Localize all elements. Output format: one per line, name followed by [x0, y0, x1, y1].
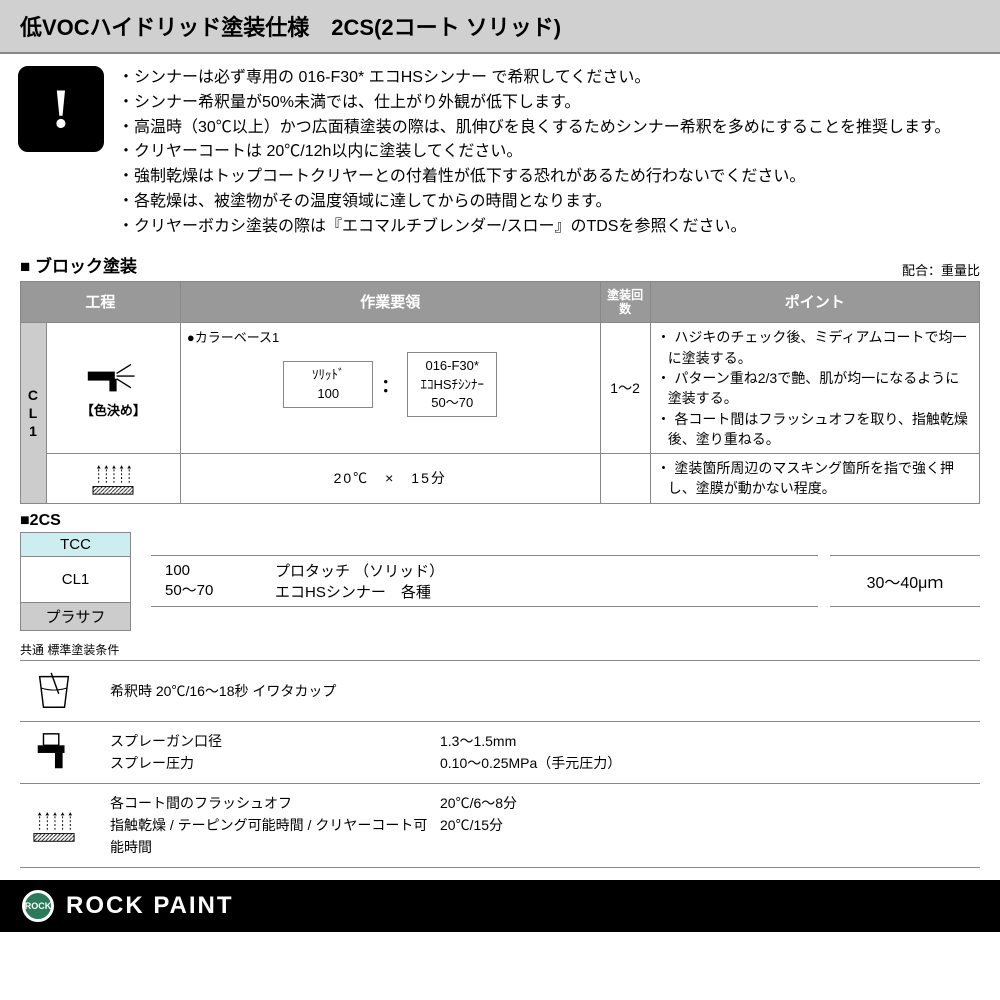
point-item: ・ パターン重ね2/3で艶、肌が均一になるように塗装する。: [657, 368, 973, 409]
note-item: ・各乾燥は、被塗物がその温度領域に達してからの時間となります。: [118, 190, 950, 215]
mix-colon: ：: [381, 372, 399, 398]
stack-values: 100 50～70: [165, 562, 275, 600]
layer-stack-table: TCC CL1 プラサフ: [20, 532, 131, 631]
spray-gun-icon: [86, 358, 140, 396]
note-item: ・クリヤーボカシ塗装の際は『エコマルチブレンダー/スロー』のTDSを参照ください…: [118, 215, 950, 240]
cond-row-1: 希釈時 20℃/16～18秒 イワタカップ: [100, 660, 980, 721]
point-item: ・ 塗装箇所周辺のマスキング箇所を指で強く押し、塗膜が動かない程度。: [657, 458, 973, 499]
layer-cl1: CL1: [21, 556, 131, 602]
cond2-l2: 1.3～1.5mm: [440, 730, 516, 752]
mix-right-top: 016-F30*: [418, 357, 486, 375]
mix-box-right: 016-F30* ｴｺHSﾁｼﾝﾅｰ 50～70: [407, 352, 497, 417]
color-decide-label: 【色決め】: [53, 400, 174, 419]
block-section-title: ■ ブロック塗装 配合：重量比: [0, 248, 1000, 281]
note-item: ・シンナーは必ず専用の 016-F30* エコHSシンナー で希釈してください。: [118, 66, 950, 91]
conditions-table: 希釈時 20℃/16～18秒 イワタカップ スプレーガン口径1.3～1.5mm …: [20, 660, 980, 868]
cond-row-2: スプレーガン口径1.3～1.5mm スプレー圧力0.10～0.25MPa（手元圧…: [100, 721, 980, 783]
conditions-title: 共通 標準塗装条件: [0, 631, 1000, 660]
cond3-l4: 20℃/15分: [440, 814, 503, 859]
stack-t2: エコHSシンナー 各種: [275, 581, 804, 602]
process-table: 工程 作業要領 塗装回数 ポイント CL1 【色決め】 ●カラーベー: [20, 281, 980, 504]
th-process: 工程: [21, 281, 181, 323]
cond-row1-label: 希釈時 20℃/16～18秒 イワタカップ: [110, 680, 970, 702]
note-item: ・強制乾燥はトップコートクリヤーとの付着性が低下する恐れがあるため行わないでくだ…: [118, 165, 950, 190]
note-item: ・シンナー希釈量が50%未満では、仕上がり外観が低下します。: [118, 91, 950, 116]
mix-left-bottom: 100: [294, 385, 362, 403]
cond3-l3: 指触乾燥 / テーピング可能時間 / クリヤーコート可能時間: [110, 814, 440, 859]
times-value: 1～2: [600, 323, 650, 454]
cond3-l1: 各コート間のフラッシュオフ: [110, 792, 440, 814]
cup-icon: [20, 660, 100, 721]
stack-v2: 50～70: [165, 579, 275, 600]
footer-brand: ROCK PAINT: [66, 892, 234, 920]
thickness-value: 30～40μｍ: [830, 555, 980, 607]
sec-2cs-title: ■2CS: [0, 504, 1000, 532]
times-empty: [600, 454, 650, 504]
mix-box-left: ｿﾘｯﾄﾞ 100: [283, 361, 373, 407]
note-item: ・高温時（30℃以上）かつ広面積塗装の際は、肌伸びを良くするためシンナー希釈を多…: [118, 116, 950, 141]
drying-icon: [89, 458, 137, 498]
mix-right-mid: ｴｺHSﾁｼﾝﾅｰ: [418, 376, 486, 394]
cond2-l3: スプレー圧力: [110, 752, 440, 774]
point-item: ・ ハジキのチェック後、ミディアムコートで均一に塗装する。: [657, 327, 973, 368]
work-cell-mix: ●カラーベース1 ｿﾘｯﾄﾞ 100 ： 016-F30* ｴｺHSﾁｼﾝﾅｰ …: [180, 323, 600, 454]
stack-info: 100 50～70 プロタッチ （ソリッド） エコHSシンナー 各種 30～40…: [151, 532, 980, 631]
mix-right-bottom: 50～70: [418, 394, 486, 412]
stack-area: TCC CL1 プラサフ 100 50～70 プロタッチ （ソリッド） エコHS…: [20, 532, 980, 631]
mix-left-top: ｿﾘｯﾄﾞ: [294, 366, 362, 384]
cond3-l2: 20℃/6～8分: [440, 792, 517, 814]
notes-area: ! ・シンナーは必ず専用の 016-F30* エコHSシンナー で希釈してくださ…: [0, 54, 1000, 248]
th-times: 塗装回数: [600, 281, 650, 323]
stack-t1: プロタッチ （ソリッド）: [275, 560, 804, 581]
footer: ROCK ROCK PAINT: [0, 880, 1000, 932]
process-cell-dry: [46, 454, 180, 504]
points-cell-1: ・ ハジキのチェック後、ミディアムコートで均一に塗装する。・ パターン重ね2/3…: [650, 323, 979, 454]
block-section-label: ■ ブロック塗装: [20, 257, 137, 276]
cond2-l4: 0.10～0.25MPa（手元圧力）: [440, 752, 621, 774]
points-cell-2: ・ 塗装箇所周辺のマスキング箇所を指で強く押し、塗膜が動かない程度。: [650, 454, 979, 504]
page-title: 低VOCハイドリッド塗装仕様 2CS(2コート ソリッド): [0, 0, 1000, 54]
work-top-label: ●カラーベース1: [187, 327, 594, 346]
flash-off-icon: [20, 783, 100, 867]
stack-v1: 100: [165, 562, 275, 579]
ratio-note: 配合：重量比: [902, 260, 980, 279]
layer-psf: プラサフ: [21, 602, 131, 630]
cond2-l1: スプレーガン口径: [110, 730, 440, 752]
stack-texts: プロタッチ （ソリッド） エコHSシンナー 各種: [275, 560, 804, 602]
process-cell-spray: 【色決め】: [46, 323, 180, 454]
note-item: ・クリヤーコートは 20℃/12h以内に塗装してください。: [118, 140, 950, 165]
cond-row-3: 各コート間のフラッシュオフ20℃/6～8分 指触乾燥 / テーピング可能時間 /…: [100, 783, 980, 867]
layer-tcc: TCC: [21, 532, 131, 556]
th-work: 作業要領: [180, 281, 600, 323]
footer-logo-icon: ROCK: [22, 890, 54, 922]
notes-list: ・シンナーは必ず専用の 016-F30* エコHSシンナー で希釈してください。…: [118, 66, 950, 240]
stack-info-box: 100 50～70 プロタッチ （ソリッド） エコHSシンナー 各種: [151, 555, 818, 607]
warning-icon: !: [18, 66, 104, 152]
cl1-vertical-label: CL1: [21, 323, 47, 503]
gun-icon: [20, 721, 100, 783]
point-item: ・ 各コート間はフラッシュオフを取り、指触乾燥後、塗り重ねる。: [657, 409, 973, 450]
dry-condition: 20℃ × 15分: [180, 454, 600, 504]
th-points: ポイント: [650, 281, 979, 323]
